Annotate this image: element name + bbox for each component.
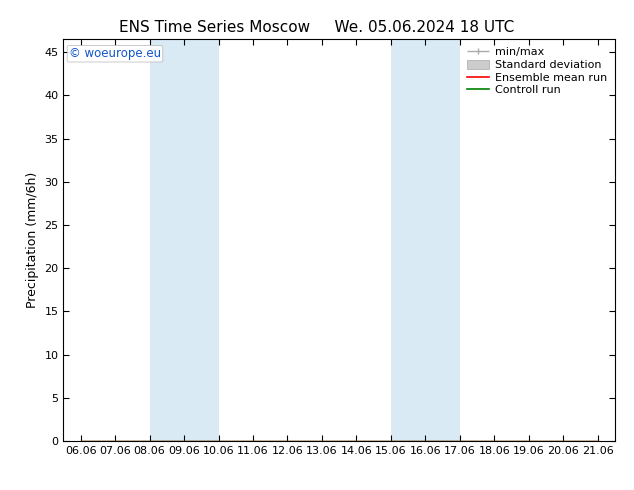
Bar [150,39,219,441]
Bar [391,39,460,441]
Text: © woeurope.eu: © woeurope.eu [69,47,161,60]
Y-axis label: Precipitation (mm/6h): Precipitation (mm/6h) [26,172,39,308]
Text: ENS Time Series Moscow     We. 05.06.2024 18 UTC: ENS Time Series Moscow We. 05.06.2024 18… [119,20,515,35]
Legend: min/max, Standard deviation, Ensemble mean run, Controll run: min/max, Standard deviation, Ensemble me… [465,45,609,98]
